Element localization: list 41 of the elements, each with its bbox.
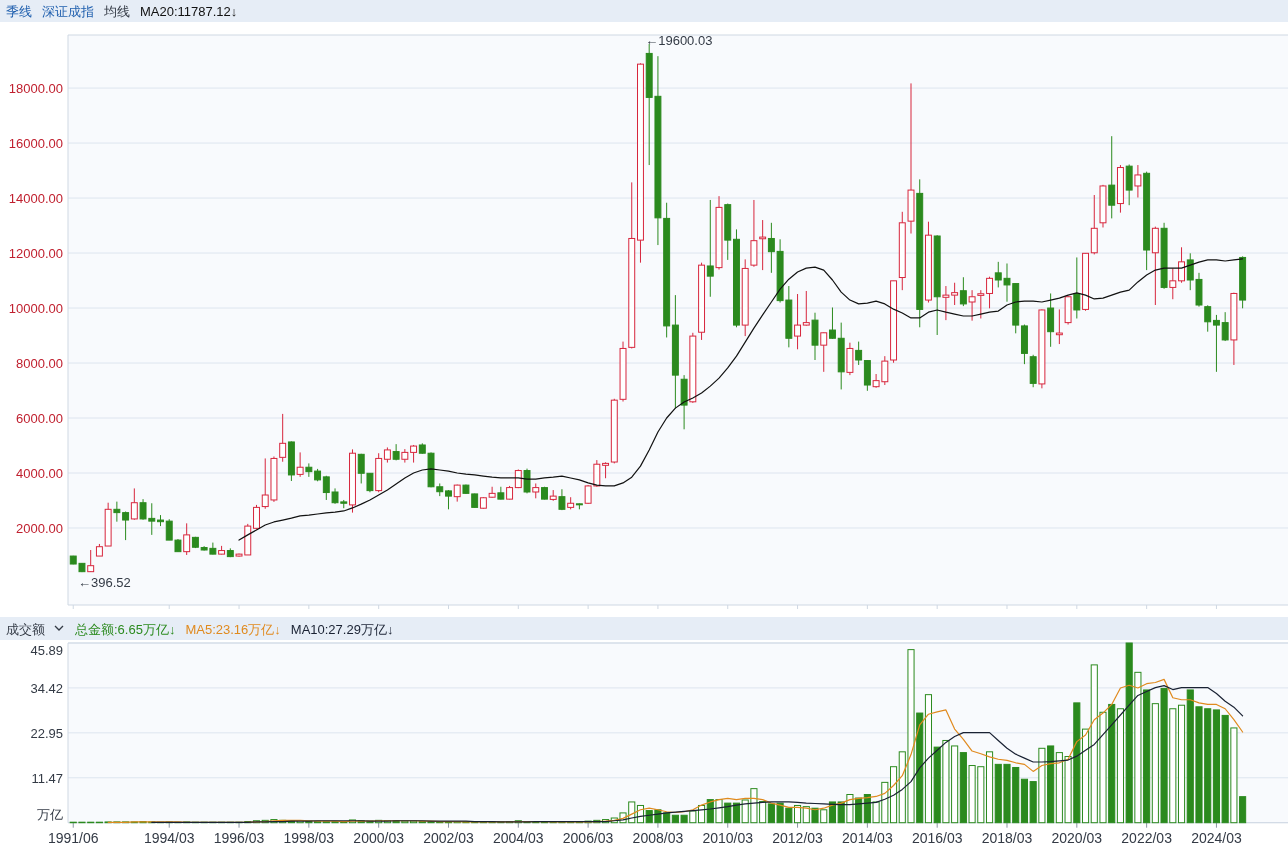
x-tick-label: 2004/03 (493, 829, 544, 846)
annotation: ←396.52 (77, 575, 131, 591)
y-tick-label: 22.95 (30, 725, 63, 741)
x-tick-label: 2016/03 (911, 829, 963, 846)
x-tick-label: 2022/03 (1121, 829, 1173, 846)
x-tick-label: 2000/03 (353, 829, 405, 846)
x-tick-label: 2024/03 (1191, 829, 1242, 846)
x-tick-label: 2020/03 (1051, 829, 1103, 846)
annotation: ←19600.03 (645, 33, 713, 49)
y-tick-label: 2000.00 (16, 521, 63, 537)
y-tick-label: 6000.00 (16, 411, 63, 427)
y-tick-label: 4000.00 (16, 466, 63, 482)
chart-subtitle: 深证成指 (42, 4, 94, 19)
y-tick-label: 34.42 (30, 680, 63, 696)
chart-title: 季线 (6, 4, 32, 19)
y-tick-label: 12000.00 (8, 246, 63, 262)
y-tick-label: 10000.00 (8, 301, 63, 317)
text: MA20:11787.12↓ (140, 4, 238, 19)
legend-title: 均线 (103, 4, 130, 19)
y-tick-label: 8000.00 (16, 356, 63, 372)
x-tick-label: 2012/03 (772, 829, 824, 846)
y-tick-label: 11.47 (31, 770, 63, 786)
y-tick-label: 14000.00 (8, 191, 63, 207)
text: 总金额:6.65万亿↓ (74, 622, 176, 637)
x-tick-label: 2010/03 (702, 829, 754, 846)
y-tick-label: 16000.00 (8, 136, 63, 152)
y-tick-label: 18000.00 (8, 81, 63, 97)
y-tick-label: 万亿 (37, 806, 63, 822)
x-tick-label: 2014/03 (842, 829, 893, 846)
x-tick-label: 1991/06 (47, 829, 99, 846)
text: MA10:27.29万亿↓ (290, 622, 394, 637)
x-tick-label: 1998/03 (283, 829, 335, 846)
y-tick-label: 45.89 (30, 643, 63, 658)
x-tick-label: 2018/03 (981, 829, 1033, 846)
x-tick-label: 2006/03 (562, 829, 614, 846)
x-tick-label: 1994/03 (143, 829, 195, 846)
text: MA5:23.16万亿↓ (185, 622, 281, 637)
x-tick-label: 1996/03 (213, 829, 265, 846)
chart-title: 成交额 (6, 622, 45, 637)
x-tick-label: 2008/03 (632, 829, 684, 846)
x-tick-label: 2002/03 (423, 829, 474, 846)
